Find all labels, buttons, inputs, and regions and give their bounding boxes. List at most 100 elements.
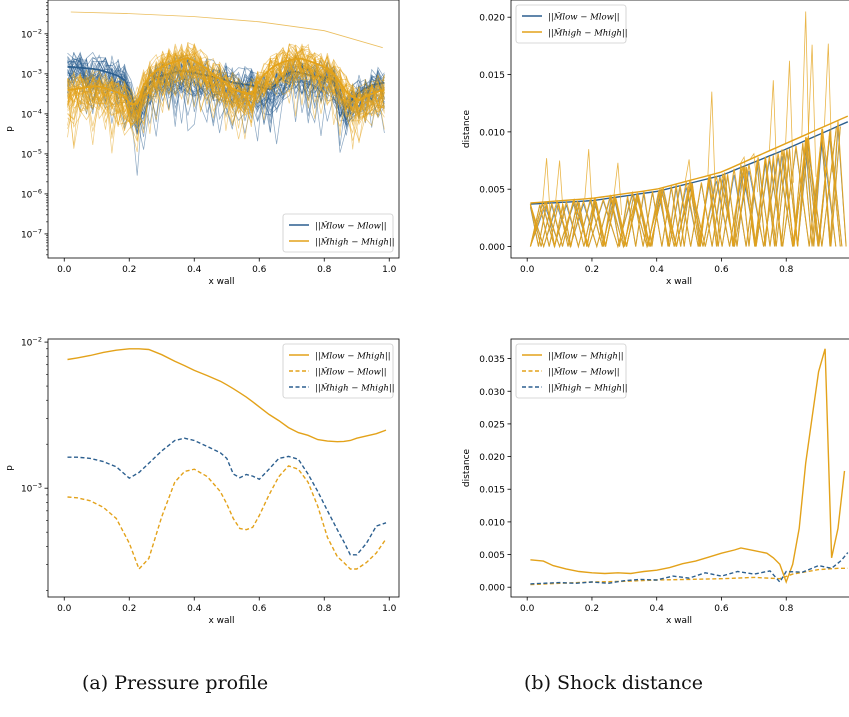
y-tick-label: 0.000 — [479, 584, 505, 594]
x-tick-label: 1.0 — [382, 604, 397, 614]
x-tick-label: 0.6 — [714, 604, 729, 614]
y-tick-label: 0.015 — [479, 486, 505, 496]
spike-trace — [584, 149, 593, 218]
y-tick-label: 0.010 — [479, 518, 505, 528]
x-axis-label: x wall — [666, 616, 692, 626]
x-tick-label: 0.4 — [650, 604, 665, 614]
x-tick-label: 0.2 — [122, 265, 136, 275]
x-tick-label: 0.0 — [57, 265, 72, 275]
x-tick-label: 0.6 — [714, 265, 729, 275]
y-tick-label: 10−2 — [21, 27, 42, 40]
y-tick-label: 0.030 — [479, 388, 505, 398]
series-line — [67, 348, 387, 443]
y-tick-label: 10−3 — [21, 67, 42, 80]
spike-trace — [769, 80, 778, 188]
ensemble-trace — [67, 43, 385, 114]
y-axis-label: p — [5, 126, 15, 132]
spike-trace — [807, 44, 817, 177]
spike-trace — [824, 43, 833, 173]
x-tick-label: 0.6 — [252, 604, 267, 614]
legend-label: ||M̂high − Mhigh|| — [548, 27, 628, 39]
x-tick-label: 0.0 — [520, 265, 535, 275]
x-tick-label: 0.2 — [585, 265, 599, 275]
x-tick-label: 0.8 — [779, 604, 794, 614]
spike-trace — [542, 158, 551, 220]
plot-area — [67, 348, 387, 571]
legend-box — [515, 4, 627, 44]
x-tick-label: 0.4 — [187, 265, 202, 275]
legend-label: ||M̂low − Mlow|| — [315, 366, 387, 378]
x-tick-label: 0.4 — [187, 604, 202, 614]
spike-trace — [749, 152, 759, 193]
series-line — [530, 348, 846, 585]
y-tick-label: 0.025 — [479, 420, 505, 430]
legend-label: ||M̂low − Mlow|| — [315, 220, 387, 232]
pressure-ensemble-chart: 0.0 0.2 0.4 0.6 0.8 1.0 x wall 10−7 10−6 10−5 10−4… — [5, 0, 400, 287]
legend: ||Mlow − Mhigh|| ||M̂low − Mlow|| ||M̂high… — [282, 343, 395, 399]
x-tick-label: 0.8 — [779, 265, 794, 275]
y-tick-label: 0.020 — [479, 453, 505, 463]
spike-trace — [555, 160, 564, 219]
plot-frame — [47, 0, 400, 259]
y-tick-label: 0.035 — [479, 355, 505, 365]
legend-label: ||Mlow − Mhigh|| — [315, 352, 391, 362]
x-tick-label: 0.2 — [122, 604, 136, 614]
y-tick-label: 10−5 — [21, 147, 42, 160]
plot-frame — [510, 0, 849, 259]
plot-area — [530, 348, 849, 586]
legend-label: ||M̂high − Mhigh|| — [315, 236, 395, 248]
y-tick-label: 0.010 — [479, 128, 505, 138]
series-line — [67, 465, 387, 571]
y-axis-label: p — [5, 465, 15, 471]
y-tick-label: 0.005 — [479, 186, 505, 196]
y-tick-label: 0.020 — [479, 14, 505, 24]
y-tick-label: 10−4 — [21, 107, 42, 120]
y-tick-label: 10−7 — [21, 227, 42, 240]
legend-label: ||Mlow − Mhigh|| — [548, 352, 624, 362]
legend-box — [515, 343, 627, 399]
ensemble-trace — [67, 53, 385, 128]
plot-area — [67, 11, 385, 176]
x-tick-label: 0.4 — [650, 265, 665, 275]
legend-box — [282, 343, 394, 399]
zigzag-trace — [529, 131, 843, 249]
y-tick-label: 10−6 — [21, 187, 42, 200]
legend-label: ||M̂high − Mhigh|| — [548, 382, 628, 394]
zigzag-trace — [529, 121, 847, 247]
zigzag-trace — [529, 127, 837, 249]
spike-trace — [684, 159, 694, 207]
y-axis-label: distance — [462, 109, 472, 148]
spike-trace — [739, 155, 749, 195]
x-axis-label: x wall — [208, 616, 234, 626]
legend-label: ||M̂low − Mlow|| — [548, 11, 620, 23]
x-tick-label: 0.6 — [252, 265, 267, 275]
legend: ||Mlow − Mhigh|| ||M̂low − Mlow|| ||M̂high… — [515, 343, 628, 399]
spike-trace — [801, 11, 810, 179]
shock-ensemble-chart: 0.0 0.2 0.4 0.6 0.8 x wall 0.000 0.005 0.010 0.01… — [462, 0, 849, 287]
zigzag-trace — [529, 132, 841, 247]
y-axis-label: distance — [462, 448, 472, 487]
x-axis-label: x wall — [666, 277, 692, 287]
ensemble-trace — [67, 54, 385, 144]
shock-mean-chart: 0.0 0.2 0.4 0.6 0.8 x wall 0.000 0.005 0.010 0.01… — [462, 338, 849, 626]
y-tick-label: 10−3 — [21, 482, 42, 495]
legend-label: ||M̂high − Mhigh|| — [315, 382, 395, 394]
outlier-trace — [70, 11, 383, 49]
plot-area — [529, 11, 849, 249]
ensemble-trace-bold — [67, 57, 385, 106]
series-line — [530, 552, 849, 585]
x-axis-label: x wall — [208, 277, 234, 287]
legend-box — [282, 213, 394, 253]
x-tick-label: 0.8 — [317, 604, 332, 614]
plot-frame — [510, 338, 849, 598]
caption-shock-distance: (b) Shock distance — [524, 672, 703, 694]
spike-trace — [785, 60, 794, 183]
x-tick-label: 0.0 — [57, 604, 72, 614]
x-tick-label: 1.0 — [382, 265, 397, 275]
x-tick-label: 0.2 — [585, 604, 599, 614]
spike-trace — [613, 162, 623, 216]
y-tick-label: 0.005 — [479, 551, 505, 561]
x-tick-label: 0.0 — [520, 604, 535, 614]
y-tick-label: 10−2 — [21, 336, 42, 349]
